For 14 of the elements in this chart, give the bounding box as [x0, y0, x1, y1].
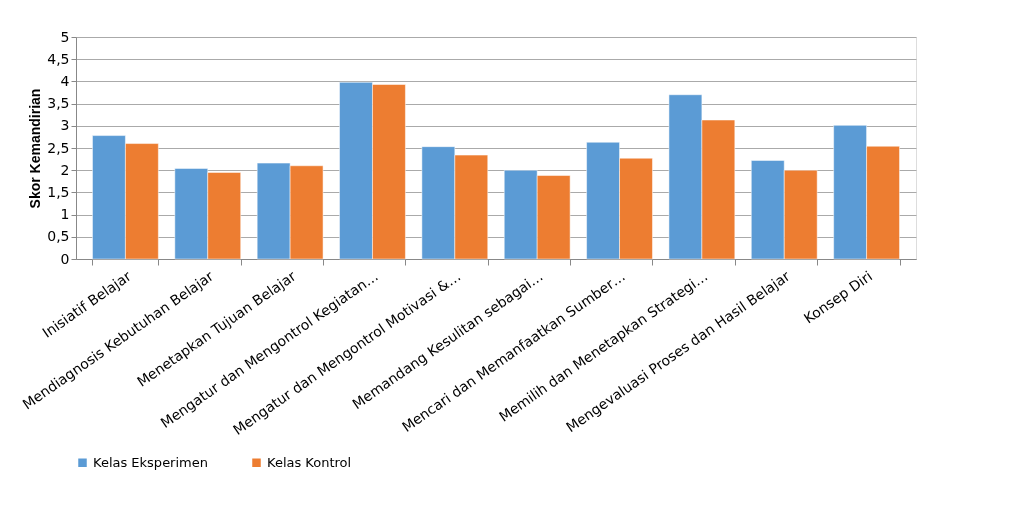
y-tick-label: 0,5: [47, 228, 70, 245]
y-tick-label: 1,5: [47, 183, 70, 200]
y-tick-label: 3,5: [47, 95, 70, 112]
y-tick-label: 4,5: [47, 50, 70, 67]
y-tick-label: 1: [60, 206, 70, 223]
y-tick-label: 2,5: [47, 139, 70, 156]
y-tick-label: 2: [60, 161, 70, 178]
legend-label: Kelas Eksperimen: [93, 454, 208, 470]
y-tick-label: 5: [60, 28, 70, 45]
y-tick-label: 0: [60, 250, 70, 267]
y-tick-label: 4: [60, 72, 70, 89]
y-axis-title: Skor Kemandirian: [27, 88, 44, 209]
legend-label: Kelas Kontrol: [267, 454, 352, 470]
y-tick-label: 3: [60, 117, 70, 134]
